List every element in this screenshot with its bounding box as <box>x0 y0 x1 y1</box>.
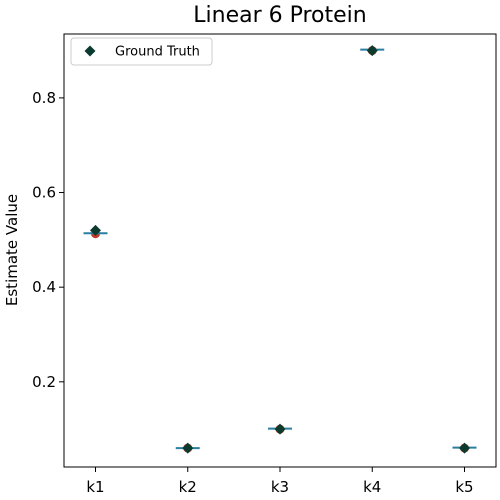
chart-title: Linear 6 Protein <box>193 3 366 28</box>
x-tick-label-k4: k4 <box>363 478 381 496</box>
ground-truth-point-k3 <box>274 423 286 435</box>
x-tick-label-k1: k1 <box>86 478 104 496</box>
ground-truth-point-k1 <box>90 224 101 236</box>
x-tick-label-k2: k2 <box>179 478 197 496</box>
x-tick-label-k3: k3 <box>271 478 289 496</box>
ground-truth-point-k2 <box>182 442 194 454</box>
legend-marker-ground-truth <box>84 45 96 57</box>
y-axis-label: Estimate Value <box>3 194 21 306</box>
x-axis-ticks: k1 k2 k3 k4 k5 <box>86 467 474 496</box>
legend-label-ground-truth: Ground Truth <box>115 45 200 60</box>
y-tick-label: 0.2 <box>32 373 56 391</box>
plot-frame <box>63 33 497 468</box>
ground-truth-point-k4 <box>366 45 378 57</box>
data-marks <box>83 45 477 454</box>
x-tick-label-k5: k5 <box>455 478 473 496</box>
legend: Ground Truth <box>70 37 213 66</box>
legend-box <box>70 37 213 66</box>
ground-truth-point-k5 <box>459 442 470 454</box>
y-axis-ticks: 0.2 0.4 0.6 0.8 <box>32 89 64 391</box>
y-tick-label: 0.8 <box>32 89 56 107</box>
y-tick-label: 0.6 <box>32 184 56 202</box>
y-tick-label: 0.4 <box>32 278 56 296</box>
